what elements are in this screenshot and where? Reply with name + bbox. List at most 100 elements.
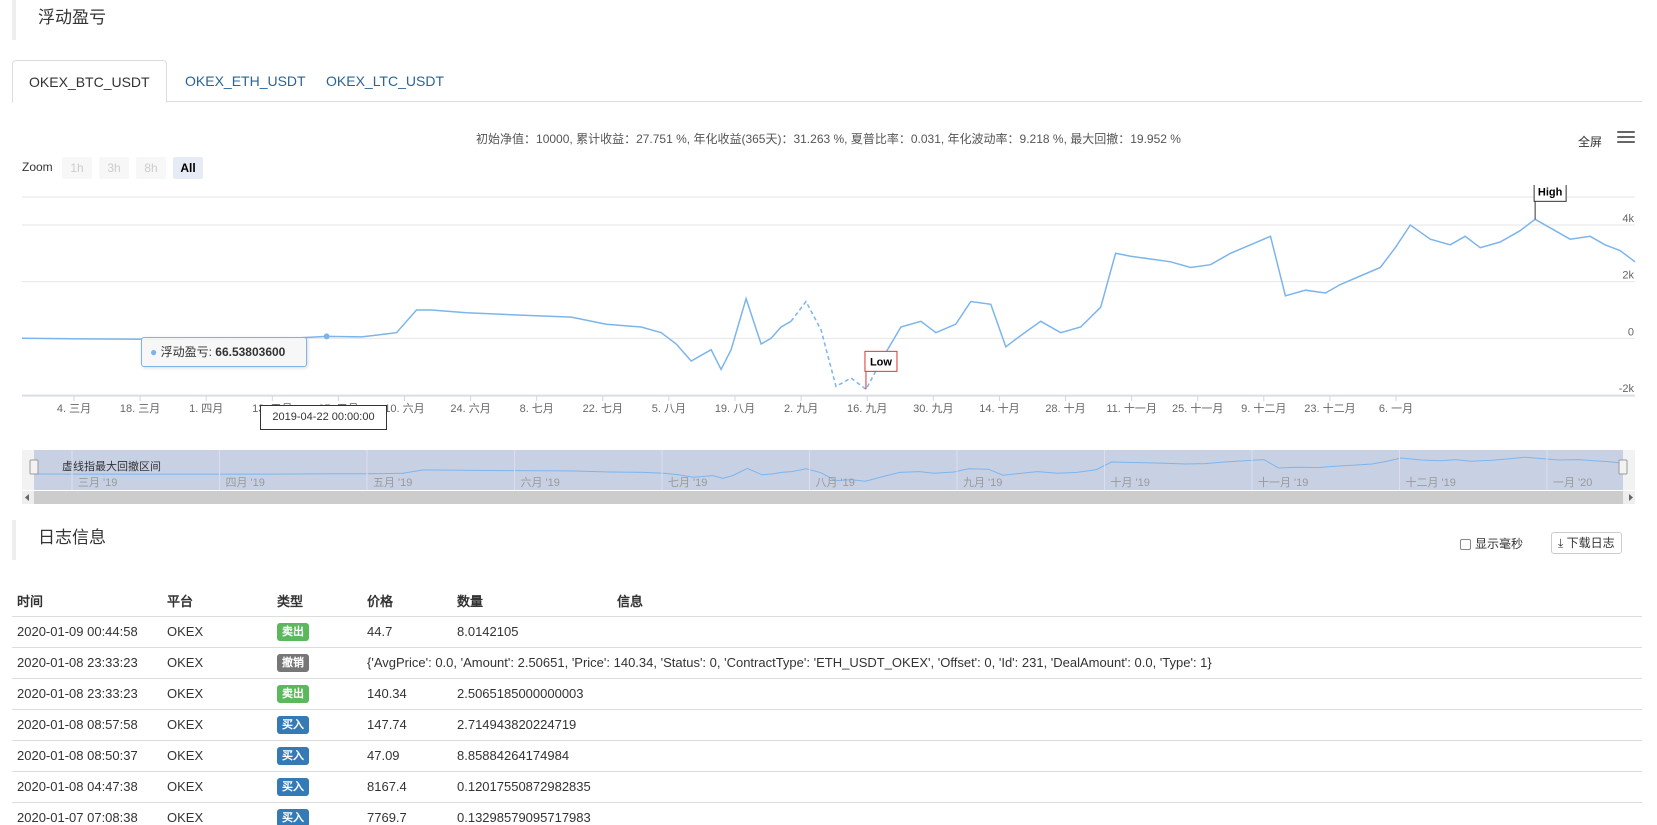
navigator-tick-label: 五月 '19: [373, 477, 412, 489]
navigator-tick-label: 六月 '19: [521, 476, 560, 489]
x-tick-label: 9. 十二月: [1241, 401, 1286, 415]
navigator-tick-label: 九月 '19: [963, 476, 1002, 489]
y-tick-label: 2k: [1622, 270, 1634, 282]
col-platform: 平台: [162, 585, 272, 617]
show-ms-checkbox[interactable]: [1460, 539, 1471, 551]
cell-type: 买入: [272, 771, 362, 803]
navigator-handle-right: [1618, 459, 1628, 475]
y-tick-label: 0: [1628, 326, 1634, 338]
tooltip-date: 2019-04-22 00:00:00: [260, 405, 387, 430]
log-table: 时间 平台 类型 价格 数量 信息 2020-01-09 00:44:58 OKE…: [12, 585, 1642, 825]
cell-platform: OKEX: [162, 740, 272, 772]
tooltip-value: 66.53803600: [215, 345, 286, 359]
tab-okex-btc-usdt[interactable]: OKEX_BTC_USDT: [12, 60, 167, 103]
tab-okex-eth-usdt[interactable]: OKEX_ETH_USDT: [185, 73, 306, 89]
x-tick-label: 5. 八月: [652, 403, 686, 415]
x-tick-label: 11. 十一月: [1106, 401, 1157, 415]
navigator-label: 虚线指最大回撤区间: [62, 459, 161, 473]
col-price: 价格: [362, 585, 452, 617]
scroll-right-arrow-icon: [1629, 494, 1633, 501]
show-ms-label: 显示毫秒: [1475, 537, 1524, 551]
cell-info: {'AvgPrice': 0.0, 'Amount': 2.50651, 'Pr…: [362, 647, 1642, 679]
x-tick-label: 1. 四月: [189, 403, 223, 415]
hamburger-menu-icon[interactable]: [1617, 131, 1635, 145]
table-row: 2020-01-08 04:47:38 OKEX 买入 8167.4 0.1201755…: [12, 771, 1642, 803]
table-row: 2020-01-08 23:33:23 OKEX 卖出 140.34 2.5065185…: [12, 678, 1642, 710]
series-line-drawdown: [790, 300, 887, 391]
cell-amount: 0.12017550872982835: [452, 771, 612, 803]
type-badge: 买入: [277, 777, 309, 796]
col-info: 信息: [612, 585, 1642, 617]
scrollbar-thumb: [34, 491, 1623, 504]
y-tick-label: -2k: [1619, 383, 1635, 395]
cell-price: 147.74: [362, 709, 452, 741]
tooltip-dot-icon: ●: [150, 345, 158, 359]
symbol-tabs: OKEX_BTC_USDT OKEX_ETH_USDT OKEX_LTC_USD…: [12, 60, 1642, 103]
zoom-1h-button[interactable]: 1h: [62, 157, 92, 179]
tooltip-marker: [323, 333, 330, 340]
x-tick-label: 19. 八月: [715, 403, 755, 415]
cell-type: 买入: [272, 709, 362, 741]
cell-platform: OKEX: [162, 771, 272, 803]
cell-info: [612, 616, 1642, 648]
section-title-log-text: 日志信息: [38, 528, 106, 547]
col-amount: 数量: [452, 585, 612, 617]
x-tick-label: 10. 六月: [384, 402, 424, 415]
table-row: 2020-01-07 07:08:38 OKEX 买入 7769.7 0.1329857…: [12, 802, 1642, 825]
navigator-tick-label: 七月 '19: [668, 476, 707, 489]
cell-time: 2020-01-08 23:33:23: [12, 647, 162, 679]
x-tick-label: 16. 九月: [847, 402, 887, 415]
x-tick-label: 22. 七月: [583, 402, 623, 415]
cell-type: 卖出: [272, 616, 362, 648]
download-log-button[interactable]: ⤓ 下载日志: [1551, 532, 1622, 554]
table-row: 2020-01-09 00:44:58 OKEX 卖出 44.7 8.0142105: [12, 616, 1642, 648]
x-tick-label: 8. 七月: [520, 402, 554, 415]
cell-info: [612, 802, 1642, 825]
show-ms-toggle[interactable]: 显示毫秒: [1460, 535, 1523, 552]
cell-platform: OKEX: [162, 647, 272, 679]
section-title-log: 日志信息: [12, 520, 1512, 560]
navigator-tick-label: 十月 '19: [1111, 475, 1150, 489]
cell-time: 2020-01-07 07:08:38: [12, 802, 162, 825]
x-tick-label: 23. 十二月: [1304, 401, 1355, 415]
zoom-all-button[interactable]: All: [173, 157, 203, 179]
flag-high: High: [1538, 186, 1563, 198]
cell-price: 44.7: [362, 616, 452, 648]
cell-time: 2020-01-08 04:47:38: [12, 771, 162, 803]
type-badge: 撤销: [277, 653, 309, 672]
log-table-header: 时间 平台 类型 价格 数量 信息: [12, 585, 1642, 617]
navigator-handle-left: [29, 459, 39, 475]
navigator-tick-label: 八月 '19: [816, 477, 855, 489]
zoom-3h-button[interactable]: 3h: [99, 157, 129, 179]
type-badge: 买入: [277, 715, 309, 734]
navigator-tick-label: 四月 '19: [226, 477, 265, 489]
zoom-8h-button[interactable]: 8h: [136, 157, 166, 179]
tab-okex-ltc-usdt[interactable]: OKEX_LTC_USDT: [326, 73, 444, 89]
cell-amount: 8.85884264174984: [452, 740, 612, 772]
cell-type: 买入: [272, 802, 362, 825]
download-log-label: 下载日志: [1566, 536, 1615, 550]
scroll-left-arrow-icon: [25, 494, 29, 501]
cell-platform: OKEX: [162, 616, 272, 648]
cell-price: 8167.4: [362, 771, 452, 803]
download-icon: ⤓: [1558, 536, 1564, 550]
cell-time: 2020-01-08 23:33:23: [12, 678, 162, 710]
type-badge: 卖出: [277, 684, 309, 703]
fullscreen-button[interactable]: 全屏: [1578, 135, 1603, 149]
x-tick-label: 6. 一月: [1379, 403, 1413, 415]
x-tick-label: 30. 九月: [913, 402, 953, 415]
col-type: 类型: [272, 585, 362, 617]
series-line: [885, 218, 1636, 353]
navigator-tick-label: 十二月 '19: [1406, 475, 1456, 489]
type-badge: 买入: [277, 746, 309, 765]
zoom-label: Zoom: [22, 160, 53, 174]
cell-platform: OKEX: [162, 709, 272, 741]
cell-time: 2020-01-08 08:57:58: [12, 709, 162, 741]
cell-amount: 2.5065185000000003: [452, 678, 612, 710]
x-tick-label: 4. 三月: [57, 403, 91, 415]
cell-type: 买入: [272, 740, 362, 772]
chart-stats-subtitle: 初始净值：10000, 累计收益：27.751 %, 年化收益(365天)：31…: [476, 132, 1181, 146]
cell-price: 7769.7: [362, 802, 452, 825]
